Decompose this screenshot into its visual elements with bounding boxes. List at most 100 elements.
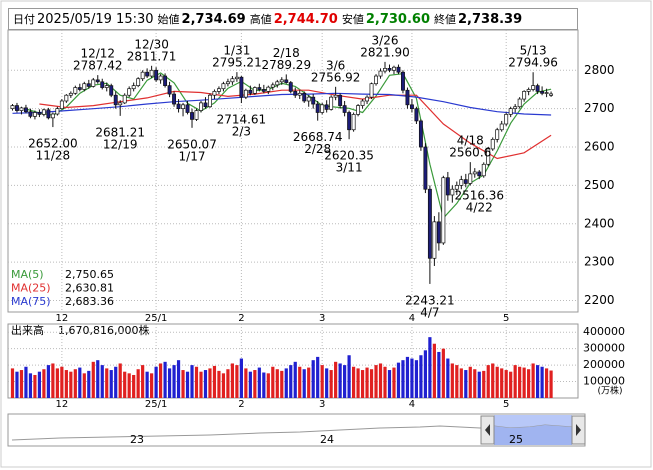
volume-bar: [145, 371, 149, 398]
candle-body: [172, 93, 177, 105]
volume-bar: [495, 366, 499, 398]
header-label: 安値: [341, 13, 364, 26]
volume-bar: [158, 363, 163, 398]
candle-body: [181, 104, 185, 110]
candle-body: [10, 105, 15, 110]
volume-bar: [185, 371, 190, 398]
volume-bar: [347, 355, 351, 398]
candle-body: [167, 85, 172, 95]
volume-bar: [114, 366, 118, 398]
volume-bar: [55, 368, 59, 398]
annotation-value: 2652.00: [28, 137, 78, 151]
candle-body: [311, 96, 316, 105]
annotation-value: 2787.42: [73, 59, 123, 73]
candle-body: [176, 103, 181, 110]
volume-bar: [401, 360, 405, 398]
candle-body: [463, 179, 468, 184]
candle-body: [288, 82, 293, 92]
volume-bar: [10, 368, 15, 398]
candle-body: [441, 177, 446, 244]
volume-bar: [51, 363, 55, 398]
candle-body: [392, 66, 396, 71]
volume-bar: [123, 371, 127, 398]
volume-bar: [221, 373, 226, 398]
legend-value: 2,683.36: [65, 295, 114, 308]
candle-body: [239, 76, 244, 98]
candle-body: [257, 87, 262, 90]
volume-bar: [387, 370, 392, 398]
candle-body: [199, 102, 203, 111]
volume-bar: [468, 366, 472, 398]
candle-body: [423, 146, 428, 190]
candle-body: [540, 91, 545, 94]
volume-bar: [127, 373, 131, 398]
y-tick-label: 400000: [583, 325, 625, 338]
annotation-value: 2821.90: [360, 45, 410, 59]
header: 日付 2025/05/19 15:30 始値 2,734.69 高値 2,744.70…: [8, 8, 578, 30]
candle-body: [37, 112, 42, 115]
y-tick-label: 2700: [584, 101, 615, 115]
candle-body: [302, 92, 307, 102]
candle-body: [315, 103, 320, 113]
candle-body: [338, 94, 343, 106]
volume-bar: [19, 370, 24, 398]
volume-bar: [302, 369, 306, 398]
volume-bar: [450, 363, 454, 398]
x-tick-label: 3: [319, 399, 325, 410]
candle-body: [91, 79, 96, 87]
volume-bar: [118, 363, 122, 398]
volume-bar: [289, 365, 293, 398]
candle-body: [342, 105, 347, 113]
candle-body: [208, 94, 212, 108]
candle-body: [531, 85, 536, 90]
candle-body: [427, 188, 432, 259]
candle-body: [450, 188, 455, 196]
annotation-value: 2811.71: [127, 49, 177, 63]
y-tick-label: 2400: [584, 216, 615, 230]
candle-body: [549, 93, 554, 96]
volume-bar: [24, 366, 28, 398]
candle-body: [185, 104, 190, 113]
annotation-value: 2560.6: [449, 146, 491, 160]
y-tick-label: 2800: [584, 63, 615, 77]
candle-body: [535, 85, 540, 92]
header-label: 日付: [13, 13, 35, 26]
candle-body: [468, 173, 473, 184]
candle-body: [486, 148, 491, 165]
header-value: 2,730.60: [365, 11, 430, 27]
candle-body: [369, 83, 374, 98]
volume-bar: [266, 373, 270, 398]
candle-body: [82, 83, 87, 90]
volume-bar: [307, 367, 311, 398]
candle-body: [297, 92, 302, 96]
candle-body: [158, 75, 163, 81]
volume-bar: [235, 365, 239, 398]
volume-bar: [91, 361, 95, 398]
y-tick-label: 100000: [583, 375, 625, 388]
volume-bar: [549, 370, 553, 398]
annotation-date: 2/28: [304, 142, 331, 156]
candle-body: [405, 89, 410, 106]
candle-body: [46, 109, 51, 119]
annotation-date: 12/19: [103, 137, 138, 151]
candle-body: [544, 92, 549, 94]
volume-bar: [527, 369, 531, 398]
volume-unit: (万株): [597, 385, 622, 397]
volume-bar: [46, 365, 50, 398]
volume-bar: [199, 371, 203, 398]
candle-body: [149, 69, 154, 77]
volume-bar: [432, 343, 436, 398]
candle-body: [190, 112, 194, 120]
header-value: 2,744.70: [273, 11, 338, 27]
volume-bar: [239, 358, 243, 398]
candle-body: [86, 83, 91, 87]
y-tick-label: 300000: [583, 342, 625, 355]
navigator-line: [11, 424, 573, 441]
candle-body: [351, 114, 356, 131]
legend-name: MA(25): [11, 282, 51, 295]
candle-body: [306, 96, 311, 102]
candle-body: [526, 89, 531, 92]
candle-body: [32, 112, 37, 117]
volume-bar: [531, 363, 535, 398]
